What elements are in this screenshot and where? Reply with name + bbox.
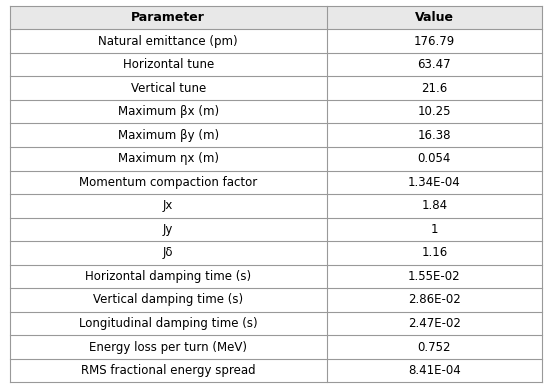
Text: KOREA: KOREA xyxy=(220,167,464,336)
Text: Jδ: Jδ xyxy=(163,247,173,259)
Bar xyxy=(10,6,327,29)
Bar xyxy=(327,241,542,265)
Text: Energy loss per turn (MeV): Energy loss per turn (MeV) xyxy=(89,341,247,354)
Text: RMS fractional energy spread: RMS fractional energy spread xyxy=(81,364,256,377)
Bar xyxy=(327,194,542,217)
Text: Natural emittance (pm): Natural emittance (pm) xyxy=(98,34,238,48)
Text: 0.752: 0.752 xyxy=(417,341,451,354)
Bar xyxy=(10,100,327,123)
Bar xyxy=(327,312,542,335)
Bar xyxy=(327,29,542,53)
Text: 2.47E-02: 2.47E-02 xyxy=(408,317,461,330)
Bar xyxy=(10,76,327,100)
Text: Value: Value xyxy=(415,11,454,24)
Bar xyxy=(10,171,327,194)
Bar xyxy=(10,335,327,359)
Bar xyxy=(10,265,327,288)
Text: 1.84: 1.84 xyxy=(421,199,447,212)
Text: 176.79: 176.79 xyxy=(413,34,455,48)
Text: Maximum ηx (m): Maximum ηx (m) xyxy=(118,152,219,165)
Text: Maximum βx (m): Maximum βx (m) xyxy=(118,105,219,118)
Bar xyxy=(327,123,542,147)
Bar xyxy=(327,335,542,359)
Bar xyxy=(10,288,327,312)
Text: Horizontal tune: Horizontal tune xyxy=(123,58,214,71)
Bar xyxy=(327,217,542,241)
Bar xyxy=(327,147,542,171)
Text: 8.41E-04: 8.41E-04 xyxy=(408,364,461,377)
Bar xyxy=(327,76,542,100)
Text: Vertical tune: Vertical tune xyxy=(131,82,206,95)
Bar xyxy=(10,217,327,241)
Text: Jx: Jx xyxy=(163,199,173,212)
Bar xyxy=(327,265,542,288)
Text: Parameter: Parameter xyxy=(131,11,205,24)
Bar xyxy=(10,194,327,217)
Text: 0.054: 0.054 xyxy=(418,152,451,165)
Text: Longitudinal damping time (s): Longitudinal damping time (s) xyxy=(79,317,258,330)
Text: 1.55E-02: 1.55E-02 xyxy=(408,270,460,283)
Text: Vertical damping time (s): Vertical damping time (s) xyxy=(93,293,243,307)
Text: 16.38: 16.38 xyxy=(417,129,451,142)
Bar xyxy=(10,241,327,265)
Text: Maximum βy (m): Maximum βy (m) xyxy=(118,129,219,142)
Bar xyxy=(327,171,542,194)
Bar xyxy=(10,147,327,171)
Bar xyxy=(327,359,542,382)
Bar xyxy=(10,312,327,335)
Text: 1.34E-04: 1.34E-04 xyxy=(408,176,461,189)
Bar xyxy=(10,359,327,382)
Text: 10.25: 10.25 xyxy=(417,105,451,118)
Bar xyxy=(327,53,542,76)
Text: Momentum compaction factor: Momentum compaction factor xyxy=(79,176,257,189)
Text: 63.47: 63.47 xyxy=(417,58,451,71)
Text: 1: 1 xyxy=(431,223,438,236)
Bar xyxy=(327,100,542,123)
Text: Jy: Jy xyxy=(163,223,173,236)
Bar xyxy=(327,6,542,29)
Bar xyxy=(10,29,327,53)
Text: 21.6: 21.6 xyxy=(421,82,448,95)
Text: Horizontal damping time (s): Horizontal damping time (s) xyxy=(85,270,251,283)
Bar xyxy=(10,123,327,147)
Text: 2.86E-02: 2.86E-02 xyxy=(408,293,461,307)
Bar xyxy=(10,53,327,76)
Bar xyxy=(327,288,542,312)
Text: 1.16: 1.16 xyxy=(421,247,448,259)
